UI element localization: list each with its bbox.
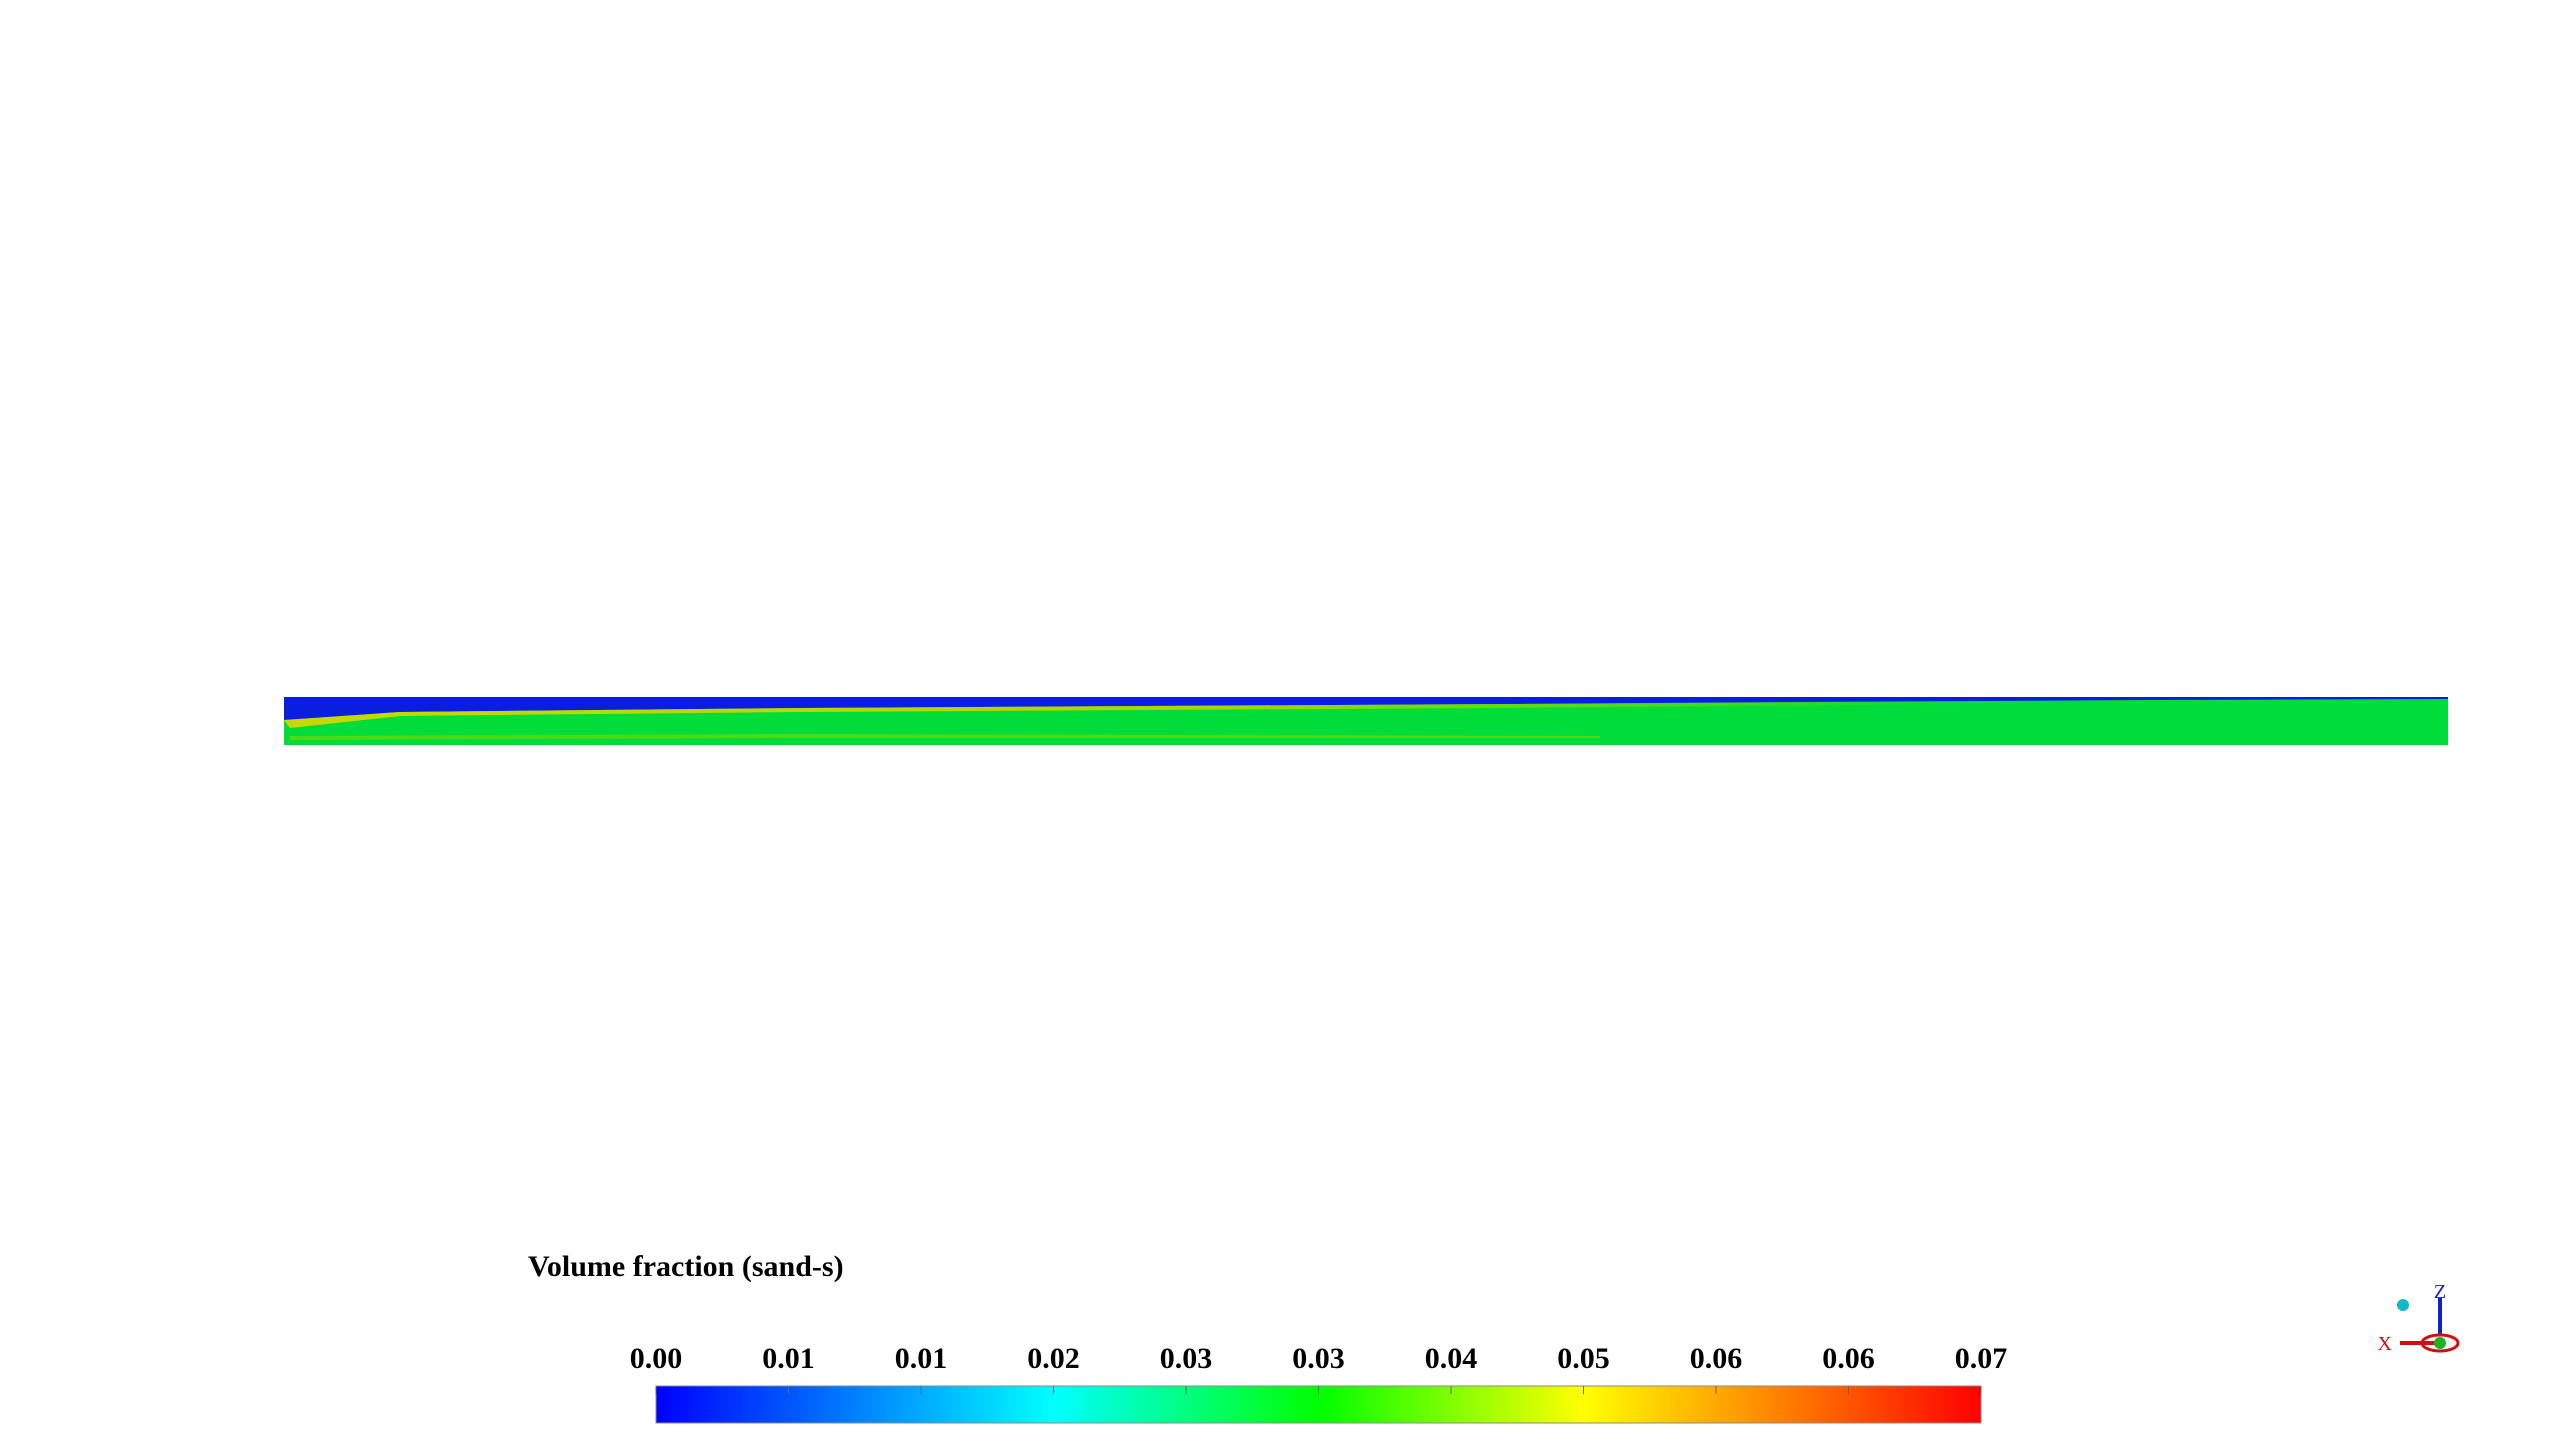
triad-ring xyxy=(2420,1333,2460,1353)
tick-label: 0.04 xyxy=(1425,1342,1478,1375)
tick-label: 0.03 xyxy=(1160,1342,1213,1375)
tick-label: 0.03 xyxy=(1292,1342,1345,1375)
y-axis-dot xyxy=(2434,1337,2446,1349)
x-label: X xyxy=(2378,1333,2393,1355)
lower-streak xyxy=(290,734,1600,740)
color-bar-ticks: 0.00 0.01 0.01 0.02 0.03 0.03 0.04 0.05 0.06 0.06… xyxy=(630,1342,2008,1394)
tick-label: 0.00 xyxy=(630,1342,683,1375)
triad-origin-dot xyxy=(2397,1299,2409,1311)
legend-title: Volume fraction (sand-s) xyxy=(528,1250,844,1283)
contour-domain xyxy=(284,697,2448,745)
sand-streak xyxy=(284,700,2100,728)
tick-label: 0.05 xyxy=(1557,1342,1610,1375)
tick-label: 0.06 xyxy=(1690,1342,1743,1375)
z-label: Z xyxy=(2434,1281,2446,1303)
tick-label: 0.01 xyxy=(762,1342,815,1375)
clear-layer xyxy=(284,697,2448,720)
axis-triad: Z X xyxy=(2378,1281,2460,1355)
tick-label: 0.02 xyxy=(1027,1342,1080,1375)
tick-label: 0.01 xyxy=(895,1342,948,1375)
tick-label: 0.06 xyxy=(1822,1342,1875,1375)
tick-label: 0.07 xyxy=(1955,1342,2008,1375)
